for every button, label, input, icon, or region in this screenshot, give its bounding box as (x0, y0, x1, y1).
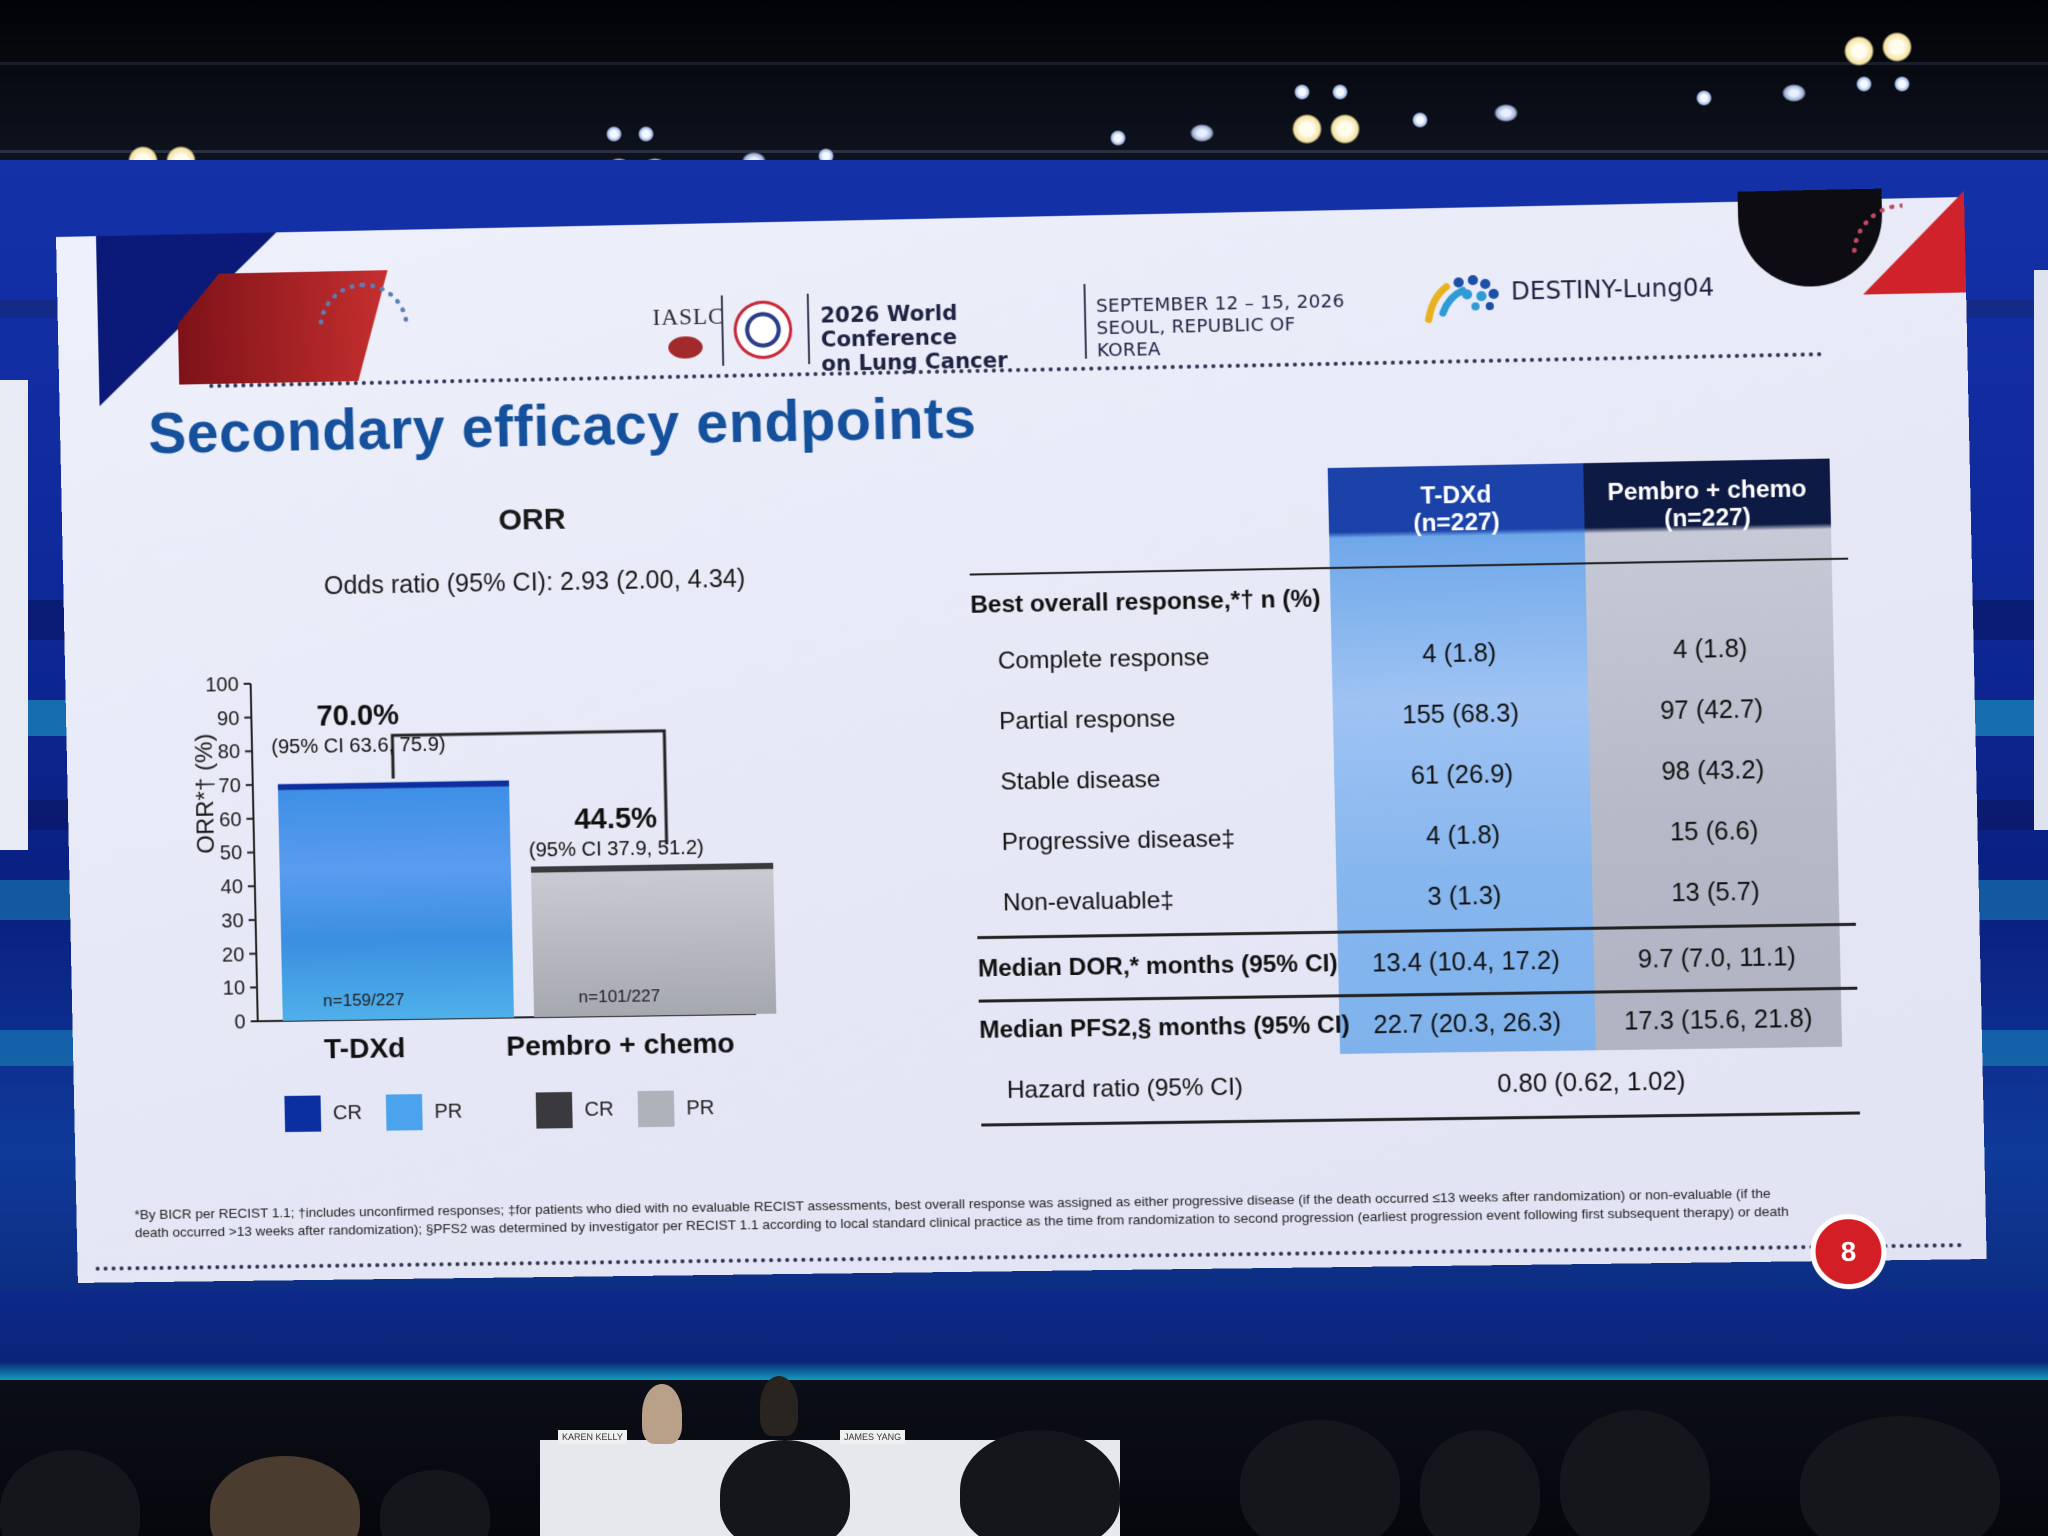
column-header-pembro-n: (n=227) (1584, 502, 1831, 534)
y-tick-label: 100 (205, 674, 239, 697)
row-label: Stable disease (974, 763, 1335, 797)
cell-pembro: 98 (43.2) (1589, 754, 1836, 787)
y-tick-label: 20 (222, 944, 245, 966)
column-header-pembro: Pembro + chemo (n=227) (1584, 475, 1831, 534)
cell-pembro: 17.3 (15.6, 21.8) (1595, 1004, 1842, 1037)
bar-ci: (95% CI 37.9, 51.2) (495, 836, 738, 863)
y-tick-label: 30 (221, 910, 244, 932)
stage-light (638, 126, 654, 142)
row-label: Progressive disease‡ (975, 824, 1336, 858)
cell-pembro: 13 (5.7) (1592, 876, 1839, 909)
legend-label-pr: PR (686, 1097, 715, 1121)
stage-light (1332, 84, 1348, 100)
cell-pembro: 9.7 (7.0, 11.1) (1593, 942, 1840, 975)
category-label-tdxd: T-DXd (249, 1031, 481, 1066)
side-screen-right (2034, 270, 2048, 830)
column-header-tdxd: T-DXd (n=227) (1328, 479, 1585, 538)
row-label: Hazard ratio (95% CI) (980, 1072, 1341, 1105)
nameplate: JAMES YANG (840, 1430, 905, 1444)
efficacy-table: T-DXd (n=227) Pembro + chemo (n=227) Bes… (968, 457, 1932, 1120)
bar-value-label-pembro: 44.5% (95% CI 37.9, 51.2) (494, 801, 737, 863)
y-tick-label: 40 (220, 876, 243, 898)
nameplate: KAREN KELLY (558, 1430, 627, 1444)
bar-percent: 70.0% (242, 698, 474, 735)
table-row-hazard: Hazard ratio (95% CI) 0.80 (0.62, 1.02) (980, 1049, 1860, 1122)
trial-name: DESTINY-Lung04 (1511, 273, 1715, 305)
cell-tdxd: 3 (1.3) (1336, 880, 1592, 913)
side-screen-left (0, 380, 28, 850)
cell-pembro: 97 (42.7) (1588, 693, 1835, 727)
speaker-person (642, 1384, 682, 1444)
stage-light (1330, 114, 1360, 144)
stage-light (1856, 76, 1872, 92)
legend-label-cr: CR (584, 1098, 614, 1122)
cell-hazard-ratio: 0.80 (0.62, 1.02) (1340, 1065, 1843, 1101)
row-label: Median PFS2,§ months (95% CI) (979, 1011, 1340, 1044)
legend-tdxd: CR PR (284, 1094, 462, 1133)
stage-light (606, 126, 622, 142)
row-label: Non-evaluable‡ (976, 884, 1337, 918)
stage-light (1844, 36, 1874, 66)
stage-light (1696, 90, 1712, 106)
stage-light (1494, 104, 1518, 122)
cell-tdxd: 61 (26.9) (1334, 758, 1590, 792)
legend-swatch-cr (284, 1095, 321, 1132)
footnote: *By BICR per RECIST 1.1; †includes uncon… (134, 1184, 1798, 1242)
y-tick-label: 80 (218, 741, 241, 763)
column-header-pembro-name: Pembro + chemo (1584, 475, 1831, 507)
stage-light (1292, 114, 1322, 144)
cell-tdxd: 155 (68.3) (1333, 698, 1589, 732)
bar-value-label-tdxd: 70.0% (95% CI 63.6, 75.9) (242, 698, 474, 760)
y-tick-label: 70 (218, 775, 241, 797)
bar-n-label: n=101/227 (498, 985, 741, 1009)
y-tick-label: 50 (220, 843, 243, 865)
y-tick-label: 90 (217, 708, 240, 730)
presentation-slide: IASLC 2026 World Conference on Lung Canc… (56, 197, 1987, 1283)
conference-title-line1: 2026 World Conference (820, 298, 1085, 352)
conference-date-location: SEPTEMBER 12 – 15, 2026 SEOUL, REPUBLIC … (1096, 291, 1362, 363)
legend-swatch-cr (536, 1092, 573, 1129)
legend-pembro: CR PR (536, 1090, 715, 1129)
bar-percent: 44.5% (494, 801, 737, 838)
y-tick-label: 10 (222, 978, 245, 1000)
stage-light (1782, 84, 1806, 102)
cell-tdxd: 4 (1.8) (1335, 819, 1591, 852)
legend-swatch-pr (386, 1094, 423, 1131)
bar-ci: (95% CI 63.6, 75.9) (243, 733, 475, 760)
stage-light (1882, 32, 1912, 62)
legend-swatch-pr (637, 1091, 674, 1128)
conference-title: 2026 World Conference on Lung Cancer (820, 298, 1085, 376)
trial-logo-icon (1422, 271, 1505, 323)
column-header-tdxd-n: (n=227) (1329, 507, 1585, 539)
stage-light (1294, 84, 1310, 100)
ceiling-truss (0, 62, 2048, 65)
stage-light (1110, 130, 1126, 146)
legend-label-cr: CR (333, 1101, 362, 1124)
y-tick-label: 0 (234, 1011, 246, 1033)
stage-light (1412, 112, 1428, 128)
cell-pembro: 15 (6.6) (1591, 815, 1838, 848)
row-label: Complete response (971, 642, 1332, 677)
conference-location: SEOUL, REPUBLIC OF KOREA (1096, 313, 1362, 363)
cell-pembro: 4 (1.8) (1587, 632, 1834, 666)
stage-light (1190, 124, 1214, 142)
y-tick-label: 60 (219, 809, 242, 831)
cell-tdxd: 13.4 (10.4, 17.2) (1338, 946, 1594, 979)
category-label-pembro: Pembro + chemo (489, 1027, 752, 1063)
ceiling-truss (0, 150, 2048, 153)
bar-pr-tdxd (278, 786, 514, 1020)
cell-tdxd: 4 (1.8) (1331, 637, 1587, 671)
cell-tdxd: 22.7 (20.3, 26.3) (1339, 1007, 1595, 1040)
iaslc-logo-text: IASLC (652, 303, 725, 331)
row-label: Median DOR,* months (95% CI) (978, 950, 1339, 984)
bar-n-label: n=159/227 (248, 989, 479, 1012)
section-label: Best overall response,*† n (%) (970, 585, 1331, 620)
stage-light (1894, 76, 1910, 92)
speaker-person (760, 1376, 798, 1436)
legend-label-pr: PR (434, 1100, 462, 1123)
row-label: Partial response (973, 702, 1334, 736)
slide-title: Secondary efficacy endpoints (148, 385, 977, 467)
